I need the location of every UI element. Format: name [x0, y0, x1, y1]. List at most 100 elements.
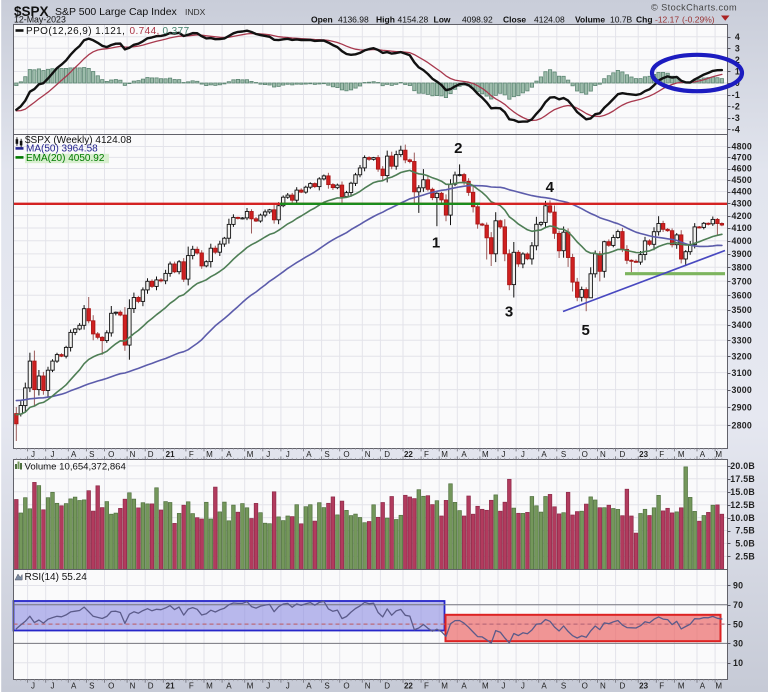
svg-text:4700: 4700: [732, 153, 753, 163]
svg-text:M: M: [206, 681, 213, 690]
svg-text:EMA(20) 4050.92: EMA(20) 4050.92: [26, 153, 105, 164]
svg-text:A: A: [306, 681, 312, 690]
svg-text:O: O: [343, 681, 349, 690]
svg-text:S: S: [561, 450, 566, 459]
svg-text:A: A: [226, 450, 232, 459]
svg-text:-1: -1: [732, 90, 740, 100]
svg-text:F: F: [659, 681, 664, 690]
svg-text:3600: 3600: [732, 291, 753, 301]
svg-text:J: J: [286, 681, 290, 690]
svg-text:Low: Low: [434, 15, 451, 25]
svg-text:J: J: [521, 681, 525, 690]
svg-text:D: D: [148, 450, 154, 459]
svg-text:© StockCharts.com: © StockCharts.com: [651, 3, 737, 13]
svg-text:Volume 10,654,372,864: Volume 10,654,372,864: [25, 462, 127, 473]
svg-text:S: S: [89, 450, 94, 459]
svg-text:J: J: [31, 681, 35, 690]
svg-text:S&P 500 Large Cap Index: S&P 500 Large Cap Index: [55, 6, 178, 18]
svg-text:3900: 3900: [732, 249, 753, 259]
svg-text:3200: 3200: [732, 351, 753, 361]
svg-text:$SPX (Weekly) 4124.08: $SPX (Weekly) 4124.08: [25, 135, 132, 146]
svg-text:MA(50) 3964.58: MA(50) 3964.58: [26, 144, 98, 155]
svg-text:PPO(12,26,9) 1.121,: PPO(12,26,9) 1.121,: [26, 26, 125, 37]
svg-text:A: A: [700, 681, 706, 690]
svg-text:12.5B: 12.5B: [730, 500, 755, 510]
svg-text:5.0B: 5.0B: [735, 539, 755, 549]
svg-text:2900: 2900: [732, 402, 753, 412]
svg-text:A: A: [461, 450, 467, 459]
svg-text:4800: 4800: [732, 142, 753, 152]
svg-text:O: O: [582, 681, 588, 690]
svg-text:$SPX: $SPX: [14, 4, 49, 19]
svg-text:Open: Open: [311, 15, 333, 25]
svg-text:70: 70: [733, 600, 743, 610]
svg-text:J: J: [521, 450, 525, 459]
svg-text:M: M: [247, 681, 254, 690]
svg-text:20.0B: 20.0B: [730, 461, 755, 471]
svg-text:D: D: [620, 681, 626, 690]
svg-text:F: F: [659, 450, 664, 459]
svg-text:A: A: [700, 450, 706, 459]
svg-text:4098.92: 4098.92: [462, 15, 493, 25]
svg-text:J: J: [501, 681, 505, 690]
svg-text:4200: 4200: [732, 211, 753, 221]
svg-text:4300: 4300: [732, 199, 753, 209]
svg-text:N: N: [130, 681, 136, 690]
svg-text:3300: 3300: [732, 336, 753, 346]
svg-text:A: A: [461, 681, 467, 690]
svg-text:S: S: [89, 681, 94, 690]
svg-text:O: O: [108, 681, 114, 690]
svg-text:4000: 4000: [732, 236, 753, 246]
svg-text:O: O: [582, 450, 588, 459]
svg-text:J: J: [51, 450, 55, 459]
svg-text:22: 22: [404, 450, 413, 459]
svg-text:-3: -3: [732, 113, 740, 123]
svg-text:N: N: [365, 450, 371, 459]
svg-text:3000: 3000: [732, 385, 753, 395]
svg-text:30: 30: [733, 639, 743, 649]
svg-text:Chg: Chg: [636, 15, 653, 25]
svg-text:N: N: [130, 450, 136, 459]
svg-text:A: A: [541, 681, 547, 690]
svg-text:50: 50: [733, 619, 743, 629]
svg-text:M: M: [482, 681, 489, 690]
svg-text:A: A: [226, 681, 232, 690]
svg-text:M: M: [678, 450, 685, 459]
svg-text:-4: -4: [732, 124, 740, 134]
svg-text:S: S: [324, 450, 329, 459]
svg-text:F: F: [189, 681, 194, 690]
svg-text:J: J: [501, 450, 505, 459]
svg-text:4: 4: [546, 179, 555, 196]
svg-text:M: M: [678, 681, 685, 690]
svg-text:F: F: [424, 681, 429, 690]
svg-text:7.5B: 7.5B: [735, 526, 755, 536]
svg-text:2: 2: [454, 140, 462, 157]
svg-text:M: M: [441, 450, 448, 459]
svg-text:A: A: [541, 450, 547, 459]
svg-text:N: N: [365, 681, 371, 690]
svg-text:F: F: [189, 450, 194, 459]
svg-text:2: 2: [735, 55, 740, 65]
svg-text:15.0B: 15.0B: [730, 487, 755, 497]
svg-text:M: M: [482, 450, 489, 459]
svg-text:3: 3: [505, 304, 513, 321]
svg-text:3100: 3100: [732, 368, 753, 378]
svg-text:Volume: Volume: [575, 15, 605, 25]
svg-text:D: D: [384, 681, 390, 690]
svg-text:10: 10: [733, 658, 743, 668]
svg-text:3400: 3400: [732, 320, 753, 330]
svg-text:J: J: [286, 450, 290, 459]
svg-text:-12.17: -12.17: [655, 15, 679, 25]
svg-text:1: 1: [735, 67, 740, 77]
svg-text:5: 5: [582, 322, 590, 339]
svg-text:4124.08: 4124.08: [534, 15, 565, 25]
svg-text:N: N: [600, 450, 606, 459]
svg-text:J: J: [31, 450, 35, 459]
svg-text:N: N: [600, 681, 606, 690]
svg-text:3700: 3700: [732, 276, 753, 286]
svg-text:3800: 3800: [732, 263, 753, 273]
svg-text:D: D: [384, 450, 390, 459]
svg-text:A: A: [71, 450, 77, 459]
svg-text:4500: 4500: [732, 175, 753, 185]
svg-text:J: J: [266, 681, 270, 690]
